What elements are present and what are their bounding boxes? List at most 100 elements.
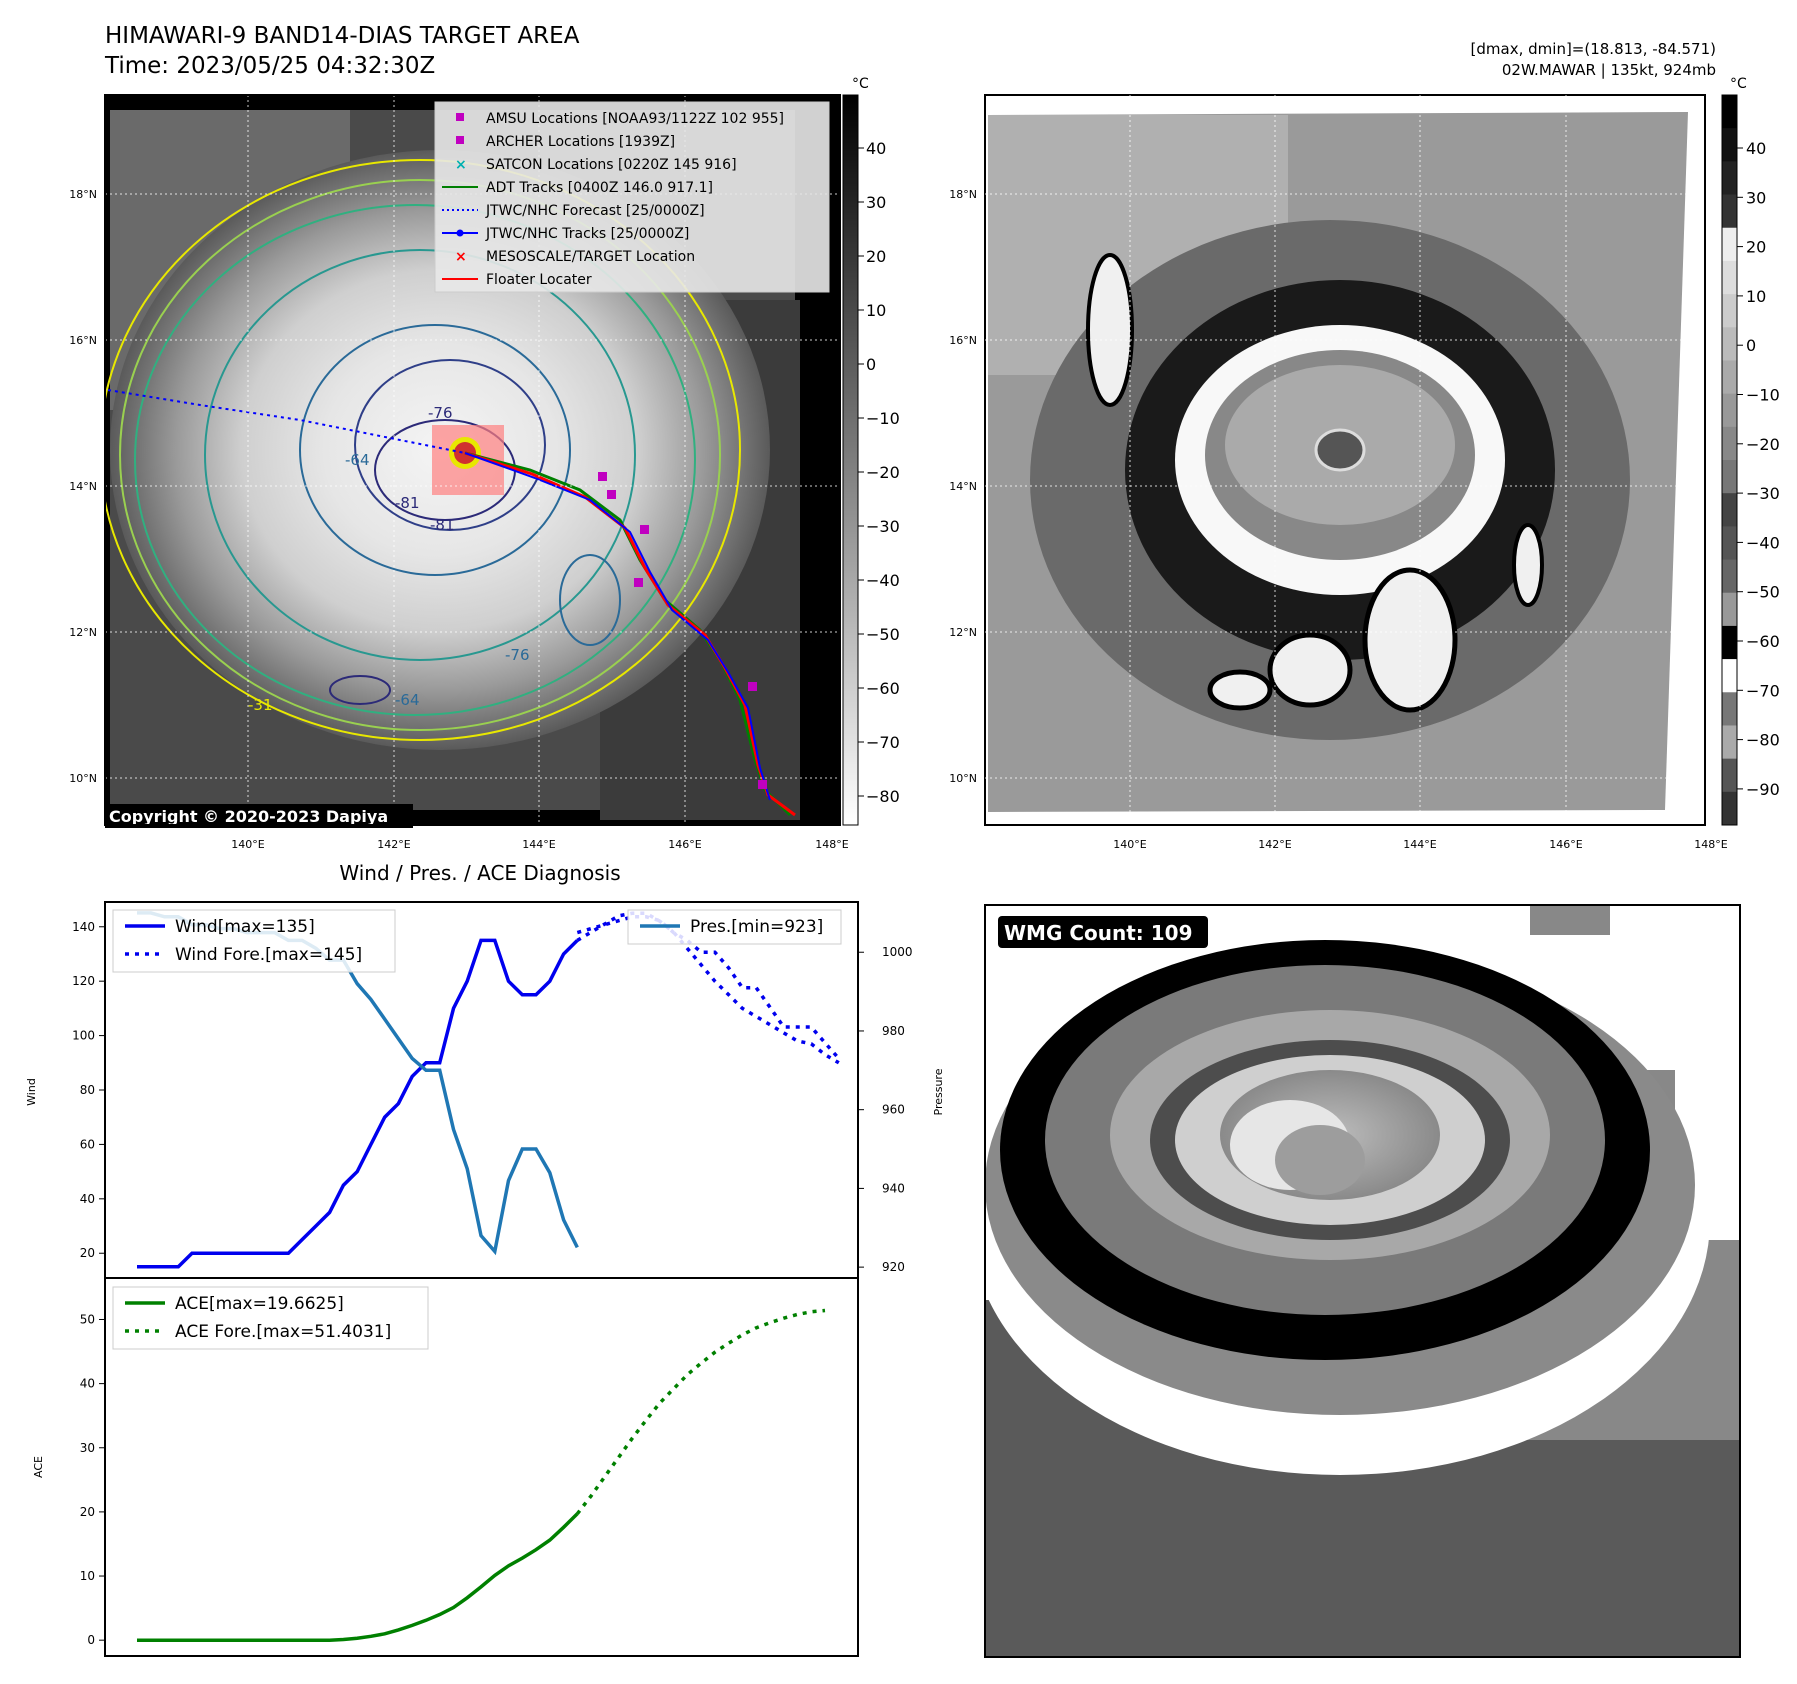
legend-label: Wind Fore.[max=145] [175, 945, 362, 965]
ir-map-panel: -76 -81 -81 -64 -76 -64 -31 AMSU Locatio… [104, 94, 841, 828]
legend-label: JTWC/NHC Forecast [25/0000Z] [485, 203, 705, 219]
lon-tick-label: 140°E [1113, 838, 1146, 851]
lon-tick-label: 140°E [231, 838, 264, 851]
lat-tick-label: 18°N [949, 188, 977, 201]
copyright-text: Copyright © 2020-2023 Dapiya [109, 807, 388, 826]
y-tick-label: 20 [80, 1505, 95, 1519]
dvorak-map-panel [984, 94, 1706, 826]
colorbar-tick-label: −80 [866, 787, 900, 806]
lat-tick-label: 14°N [69, 480, 97, 493]
colorbar-tick-label: 20 [866, 247, 886, 266]
legend-label: Pres.[min=923] [690, 917, 823, 937]
lon-tick-label: 146°E [1549, 838, 1582, 851]
y-tick-label: 140 [72, 920, 95, 934]
legend-label: ARCHER Locations [1939Z] [486, 134, 675, 150]
lat-tick-label: 14°N [949, 480, 977, 493]
colorbar-tick-label: −60 [1746, 632, 1780, 651]
map-legend: AMSU Locations [NOAA93/1122Z 102 955] ARC… [434, 101, 830, 293]
contour-label: -81 [430, 516, 455, 534]
colorbar-tick-label: 30 [1746, 188, 1766, 207]
series-line [137, 938, 579, 1269]
legend-label: AMSU Locations [NOAA93/1122Z 102 955] [486, 111, 784, 127]
colorbar-tick-label: 0 [866, 355, 876, 374]
legend-item: ARCHER Locations [1939Z] [456, 134, 675, 150]
legend-label: Wind[max=135] [175, 917, 315, 937]
y-tick-label: 0 [87, 1633, 95, 1647]
wmg-zoom-panel: WMG Count: 109 [984, 904, 1741, 1658]
contour-label: -81 [395, 494, 420, 512]
storm-info-text: 02W.MAWAR | 135kt, 924mb [1502, 61, 1716, 79]
y2-tick-label: 1000 [882, 945, 913, 959]
colorbar-tick-label: 20 [1746, 238, 1766, 257]
lat-tick-label: 12°N [949, 626, 977, 639]
colorbar-tick-label: −10 [1746, 386, 1780, 405]
legend-marker: × [455, 157, 467, 173]
chart-legend [112, 909, 396, 973]
lat-tick-label: 16°N [949, 334, 977, 347]
legend-item: JTWC/NHC Tracks [25/0000Z] [442, 226, 689, 242]
colorbar-unit: °C [852, 76, 869, 92]
legend-item: × MESOSCALE/TARGET Location [455, 249, 695, 265]
y-tick-label: 40 [80, 1192, 95, 1206]
colorbar-tick-label: −20 [866, 463, 900, 482]
y2-tick-label: 980 [882, 1024, 905, 1038]
contour-label: -76 [505, 646, 530, 664]
colorbar-tick-label: −70 [1746, 681, 1780, 700]
y-tick-label: 80 [80, 1083, 95, 1097]
colorbar-left: °C 40 30 20 10 0 −10 −20 −30 −40 −50 −60 −70 −80 [842, 76, 900, 826]
series-line [576, 911, 840, 1065]
figure-title: HIMAWARI-9 BAND14-DIAS TARGET AREA [105, 23, 580, 49]
colorbar-tick-label: −80 [1746, 731, 1780, 750]
legend-item: × SATCON Locations [0220Z 145 916] [455, 157, 737, 173]
lon-tick-label: 144°E [522, 838, 555, 851]
colorbar-unit: °C [1730, 76, 1747, 92]
lon-tick-label: 142°E [377, 838, 410, 851]
legend-item: JTWC/NHC Forecast [25/0000Z] [442, 203, 705, 219]
colorbar-tick-label: −50 [1746, 583, 1780, 602]
legend-label: JTWC/NHC Tracks [25/0000Z] [485, 226, 689, 242]
series-line [137, 1512, 579, 1642]
wind-pressure-chart: 20 40 60 80 100 120 140 920 940 960 980 1000 Wind[ma… [25, 901, 945, 1279]
chart-legend [112, 1286, 429, 1350]
wmg-count-badge: WMG Count: 109 [1004, 921, 1193, 945]
colorbar-tick-label: −10 [866, 409, 900, 428]
legend-marker [456, 136, 464, 144]
y-tick-label: 40 [80, 1377, 95, 1391]
colorbar-tick-label: 40 [866, 139, 886, 158]
colorbar-tick-label: −30 [866, 517, 900, 536]
figure-time: Time: 2023/05/25 04:32:30Z [104, 53, 435, 79]
colorbar-tick-label: −90 [1746, 780, 1780, 799]
y-tick-label: 60 [80, 1137, 95, 1151]
y-tick-label: 10 [80, 1569, 95, 1583]
contour-label: -64 [345, 451, 370, 469]
legend-label: SATCON Locations [0220Z 145 916] [486, 157, 737, 173]
contour-label: -76 [428, 404, 453, 422]
colorbar-tick-label: −40 [866, 571, 900, 590]
contour-label: -64 [395, 691, 420, 709]
colorbar-tick-label: 30 [866, 193, 886, 212]
lat-tick-label: 16°N [69, 334, 97, 347]
ace-chart: 0 10 20 30 40 50 ACE[max=19.6625] ACE Fore.[max… [32, 1277, 859, 1657]
dmax-dmin-text: [dmax, dmin]=(18.813, -84.571) [1471, 40, 1716, 58]
legend-label: ACE[max=19.6625] [175, 1294, 344, 1314]
colorbar-tick-label: −50 [866, 625, 900, 644]
colorbar-tick-label: −30 [1746, 484, 1780, 503]
lon-tick-label: 148°E [1694, 838, 1727, 851]
lon-tick-label: 148°E [815, 838, 848, 851]
wind-axis-label: Wind [25, 1078, 38, 1106]
colorbar-tick-label: 10 [1746, 287, 1766, 306]
contour-label: -31 [248, 696, 273, 714]
colorbar-tick-label: 10 [866, 301, 886, 320]
legend-label: Floater Locater [486, 272, 592, 288]
colorbar-tick-label: 0 [1746, 336, 1756, 355]
legend-item: AMSU Locations [NOAA93/1122Z 102 955] [456, 111, 784, 127]
ace-axis-label: ACE [32, 1456, 45, 1478]
y2-tick-label: 960 [882, 1103, 905, 1117]
legend-item: Floater Locater [442, 272, 592, 288]
pressure-axis-label: Pressure [932, 1068, 945, 1115]
legend-item: ADT Tracks [0400Z 146.0 917.1] [442, 180, 713, 196]
colorbar-tick-label: −20 [1746, 435, 1780, 454]
series-line [575, 1308, 826, 1515]
y-tick-label: 20 [80, 1246, 95, 1260]
